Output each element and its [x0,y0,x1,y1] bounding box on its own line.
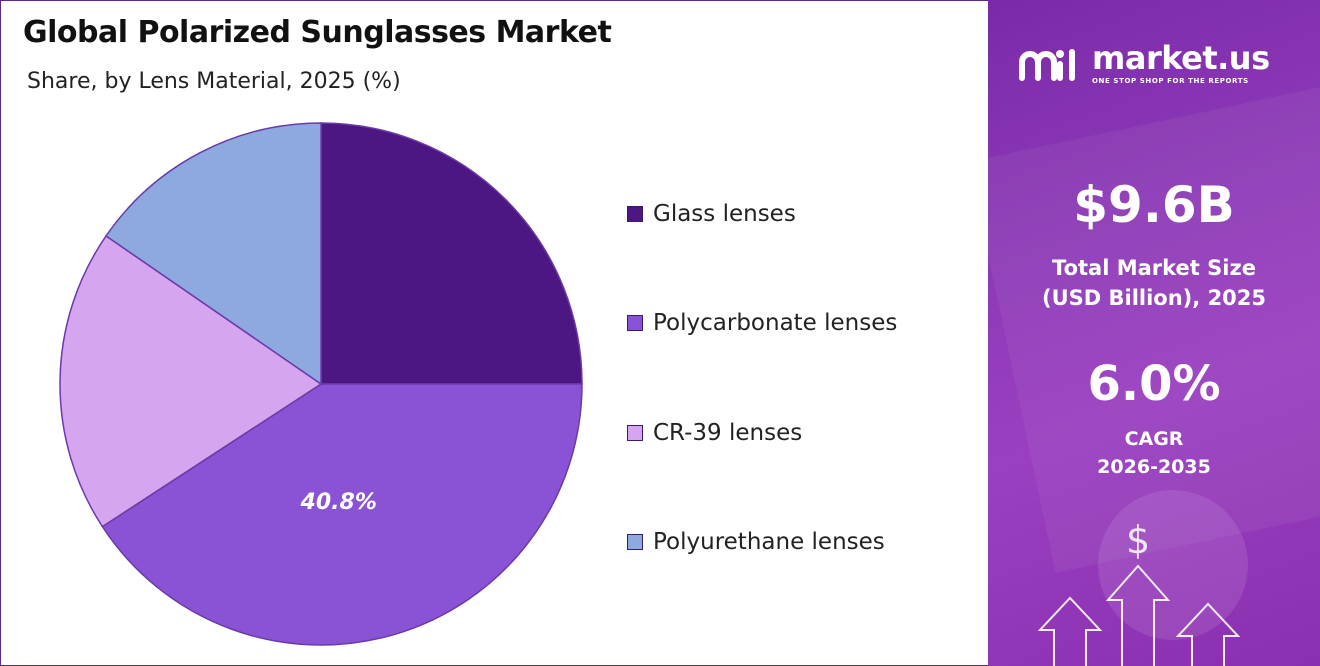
dollar-icon: $ [1126,518,1151,562]
chart-title: Global Polarized Sunglasses Market [23,15,612,50]
cagr-value: 6.0% [1087,356,1221,412]
slice-glass [320,122,583,385]
slice-cr39 [59,234,323,528]
market-size-value: $9.6B [1073,176,1235,234]
chart-subtitle: Share, by Lens Material, 2025 (%) [27,69,401,94]
brand-tagline: ONE STOP SHOP FOR THE REPORTS [1092,77,1249,85]
market-size-label-line2: (USD Billion), 2025 [1041,286,1267,310]
market-us-logo-icon [1019,48,1075,81]
legend-item-glass: Glass lenses [627,201,796,227]
slice-polyurethane [105,122,322,386]
cagr-label-line1: CAGR [1124,428,1184,450]
legend-label-polyurethane: Polyurethane lenses [653,529,885,555]
chart-legend: Glass lenses Polycarbonate lenses CR-39 … [627,1,967,665]
legend-item-polyurethane: Polyurethane lenses [627,529,885,555]
slice-polycarbonate-data-label: 40.8% [300,490,377,515]
growth-arrows-icon [1038,564,1241,666]
market-size-label-line1: Total Market Size [1052,256,1256,280]
brand-name: market.us [1092,39,1270,77]
legend-label-glass: Glass lenses [653,201,796,227]
legend-swatch-cr39 [627,425,643,441]
cagr-label-line2: 2026-2035 [1097,456,1211,478]
legend-label-cr39: CR-39 lenses [653,420,803,446]
legend-item-cr39: CR-39 lenses [627,420,802,446]
summary-panel: market.us ONE STOP SHOP FOR THE REPORTS … [988,0,1320,666]
legend-item-polycarbonate: Polycarbonate lenses [627,310,897,336]
legend-swatch-glass [627,206,643,222]
legend-swatch-polycarbonate [627,315,643,331]
legend-swatch-polyurethane [627,534,643,550]
pie-chart: 40.8% [59,122,583,646]
brand-logo: market.us ONE STOP SHOP FOR THE REPORTS [1016,42,1270,85]
legend-label-polycarbonate: Polycarbonate lenses [653,310,898,336]
